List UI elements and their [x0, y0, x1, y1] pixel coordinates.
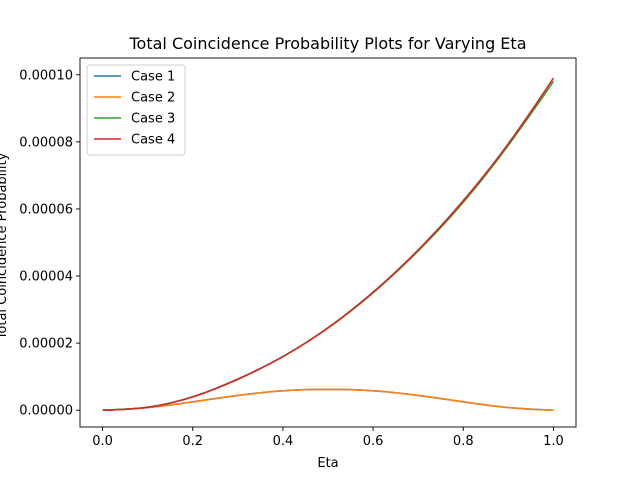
- plot-frame: [79, 57, 577, 428]
- x-tick-label: 0.8: [453, 434, 474, 449]
- y-tick-label: 0.00010: [19, 68, 73, 83]
- chart-title: Total Coincidence Probability Plots for …: [128, 34, 526, 53]
- series-line-case-4: [102, 77, 555, 412]
- y-tick-label: 0.00002: [19, 337, 73, 352]
- series-line-case-1: [102, 388, 554, 412]
- x-tick-label: 0.2: [182, 434, 203, 449]
- x-tick-label: 0.6: [363, 434, 384, 449]
- series-line-case-2: [102, 388, 554, 412]
- plot-area: [102, 77, 555, 412]
- y-tick-label: 0.00004: [19, 270, 73, 285]
- x-tick-label: 1.0: [543, 434, 564, 449]
- y-tick-label: 0.00006: [19, 202, 73, 217]
- legend-label: Case 1: [131, 70, 175, 85]
- axes: 0.0 0.2 0.4 0.6 0.8 1.0 0.00000 0.00002 0.00004 0…: [19, 57, 577, 449]
- legend-label: Case 2: [131, 91, 175, 106]
- y-axis-label: Total Coincidence Probability: [0, 152, 10, 340]
- legend-box: [86, 64, 186, 156]
- x-tick-label: 0.4: [273, 434, 294, 449]
- x-tick-label: 0.0: [92, 434, 113, 449]
- y-tick-label: 0.00000: [19, 404, 73, 419]
- x-axis-label: Eta: [317, 456, 338, 471]
- legend-label: Case 3: [131, 112, 175, 127]
- y-tick-label: 0.00008: [19, 135, 73, 150]
- legend-label: Case 4: [131, 133, 175, 148]
- legend: Case 1 Case 2 Case 3 Case 4: [86, 64, 186, 156]
